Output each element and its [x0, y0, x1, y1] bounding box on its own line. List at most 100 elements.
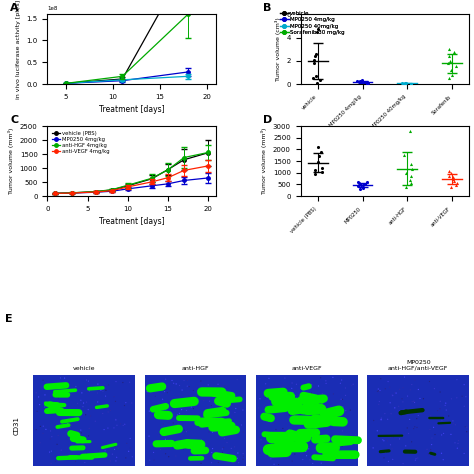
Point: [45, 381, 52, 388]
Point: [46, 448, 54, 456]
Point: [399, 460, 407, 467]
Point: [146, 381, 153, 388]
Point: [436, 405, 444, 412]
Point: [400, 408, 407, 416]
Point: [149, 406, 156, 413]
Point: [318, 168, 326, 175]
Point: [190, 405, 197, 412]
Point: [128, 399, 136, 407]
Point: [359, 78, 367, 86]
Point: [188, 403, 195, 411]
Point: [100, 426, 108, 433]
Point: [415, 386, 422, 393]
Point: [217, 417, 225, 425]
Point: [314, 143, 322, 151]
Point: [406, 416, 413, 423]
Point: [64, 420, 72, 428]
Point: [389, 391, 396, 399]
Point: [212, 419, 219, 427]
Point: [122, 399, 129, 406]
Point: [448, 71, 456, 79]
Point: [318, 459, 325, 467]
Point: [292, 381, 300, 388]
Point: [409, 165, 416, 173]
Point: [265, 374, 273, 382]
Point: [411, 423, 419, 430]
Bar: [367, 375, 469, 466]
Point: [376, 388, 383, 396]
Point: [145, 432, 153, 440]
Point: [79, 403, 87, 410]
Point: [383, 437, 391, 445]
Point: [36, 423, 44, 430]
Point: [312, 72, 319, 80]
Point: [161, 386, 168, 394]
Point: [339, 395, 346, 403]
Point: [411, 456, 419, 464]
Point: [178, 406, 185, 413]
Point: [291, 450, 299, 458]
Point: [400, 80, 408, 87]
Point: [267, 455, 274, 463]
Point: [303, 452, 310, 459]
Point: [293, 394, 301, 402]
Point: [78, 389, 86, 397]
Point: [322, 457, 330, 465]
Point: [237, 421, 245, 429]
Point: [72, 457, 79, 465]
Point: [101, 451, 109, 458]
Point: [235, 459, 243, 466]
Point: [41, 403, 48, 411]
Point: [182, 428, 190, 436]
Point: [111, 443, 118, 450]
Point: [176, 416, 184, 424]
Point: [94, 389, 101, 397]
Point: [232, 405, 239, 412]
Point: [166, 388, 173, 395]
Point: [316, 434, 324, 442]
Point: [256, 449, 264, 457]
Legend: vehicle (PBS), MP0250 4mg/kg, anti-HGF 4mg/kg, anti-VEGF 4mg/kg: vehicle (PBS), MP0250 4mg/kg, anti-HGF 4…: [50, 129, 111, 156]
Point: [285, 411, 293, 419]
Point: [445, 46, 453, 53]
Point: [281, 395, 288, 402]
Point: [449, 417, 456, 425]
Point: [206, 397, 213, 405]
Point: [279, 425, 287, 432]
Point: [355, 179, 363, 187]
Point: [410, 425, 418, 432]
Point: [168, 377, 176, 384]
Point: [164, 401, 172, 409]
Point: [74, 409, 82, 417]
Y-axis label: in vivo luciferase activity [ph/s]: in vivo luciferase activity [ph/s]: [16, 0, 21, 99]
Point: [146, 407, 153, 415]
Point: [345, 436, 352, 443]
Point: [377, 414, 385, 422]
Point: [413, 424, 421, 431]
Point: [333, 442, 340, 449]
Point: [270, 430, 277, 438]
Point: [428, 441, 436, 448]
Point: [257, 436, 265, 444]
Point: [268, 405, 276, 413]
Point: [349, 437, 357, 445]
Point: [322, 422, 329, 430]
Point: [70, 442, 78, 450]
Point: [272, 393, 279, 401]
Point: [161, 388, 168, 395]
Point: [66, 423, 74, 431]
Point: [110, 424, 118, 432]
Point: [113, 454, 120, 461]
Point: [445, 412, 453, 420]
Point: [391, 404, 399, 411]
Point: [335, 407, 342, 414]
Point: [105, 381, 112, 389]
Point: [396, 385, 403, 393]
Point: [354, 179, 362, 186]
Point: [144, 388, 151, 395]
Point: [56, 417, 64, 425]
X-axis label: Treatment [days]: Treatment [days]: [99, 106, 164, 114]
Point: [285, 426, 293, 433]
Point: [307, 384, 315, 392]
Point: [374, 385, 382, 393]
